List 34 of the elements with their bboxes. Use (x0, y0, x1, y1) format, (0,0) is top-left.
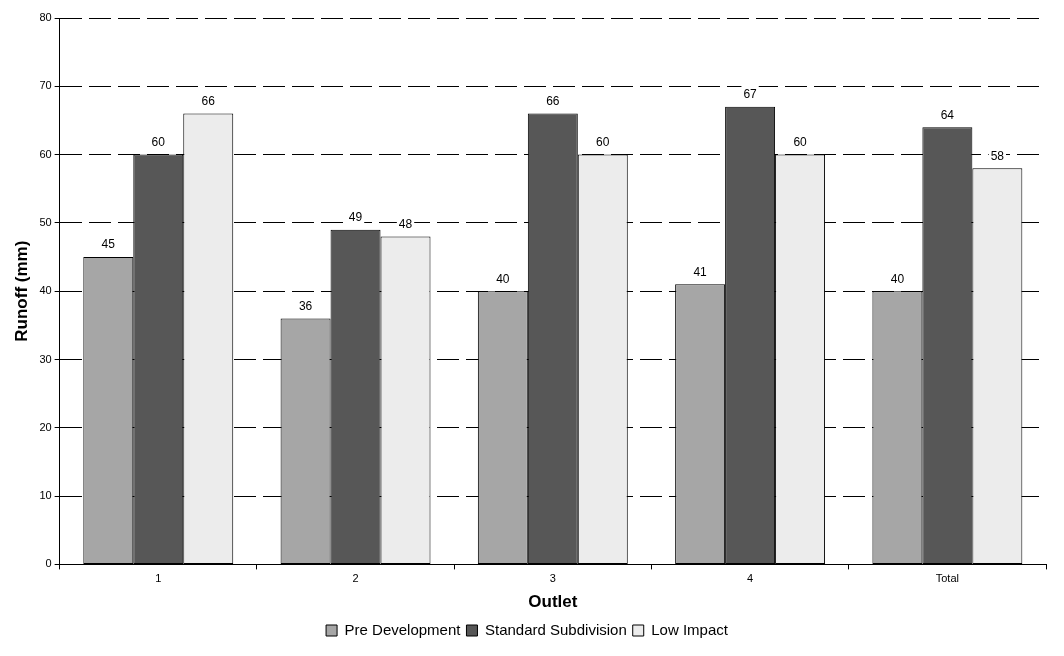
data-label: 40 (496, 271, 510, 286)
data-label: 60 (596, 134, 610, 149)
data-label: 67 (743, 87, 758, 102)
x-tick-label: 1 (155, 572, 162, 585)
y-tick-label: 20 (39, 420, 52, 433)
x-tick-label: 3 (549, 572, 556, 585)
data-label: 36 (298, 298, 313, 313)
x-tick-label: 2 (352, 572, 359, 585)
data-label: 41 (693, 264, 708, 279)
data-label: 58 (990, 148, 1005, 163)
legend-label: Standard Subdivision (484, 620, 627, 638)
y-tick-label: 0 (45, 557, 52, 570)
data-label: 60 (793, 134, 808, 149)
data-label: 66 (546, 93, 560, 108)
data-label: 49 (348, 210, 363, 225)
y-tick-label: 80 (39, 11, 52, 24)
y-tick-label: 70 (39, 79, 52, 92)
y-tick-label: 10 (39, 489, 52, 502)
x-tick-label: Total (935, 572, 959, 585)
y-tick-label: 30 (39, 352, 52, 365)
data-label: 48 (398, 216, 413, 231)
data-label: 66 (201, 93, 216, 108)
legend-label: Low Impact (651, 620, 729, 638)
x-tick-label: 4 (747, 572, 754, 585)
data-label: 45 (101, 237, 116, 252)
y-tick-label: 40 (39, 284, 52, 297)
x-axis-title: Outlet (528, 592, 578, 612)
legend-label: Pre Development (344, 620, 462, 638)
data-label: 60 (151, 134, 166, 149)
y-axis-title: Runoff (mm) (11, 240, 31, 342)
y-tick-label: 60 (39, 147, 52, 160)
data-label: 64 (940, 107, 955, 122)
data-label: 40 (890, 271, 905, 286)
y-tick-label: 50 (39, 215, 52, 228)
